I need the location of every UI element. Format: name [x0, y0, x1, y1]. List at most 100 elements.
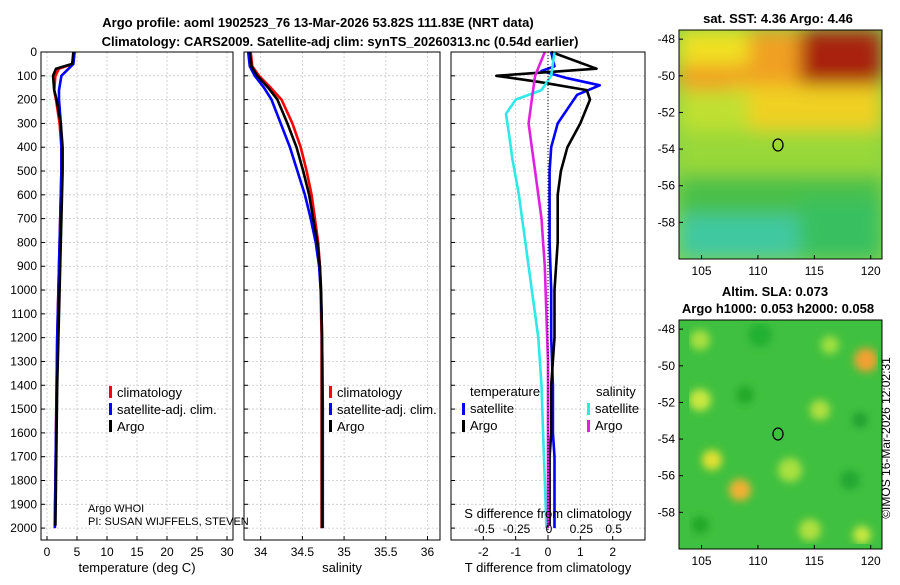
- sla-argo-marker: [772, 427, 784, 441]
- legend-swatch-s-satellite: [587, 403, 590, 415]
- legend-label-argo: Argo: [337, 419, 364, 434]
- sst-map-image: [679, 30, 882, 259]
- x-tick-label: 10: [100, 545, 114, 559]
- y-tick-label: 2000: [10, 521, 37, 535]
- map-y-tick-label: -56: [658, 179, 676, 193]
- difference-legend: temperature satellite Argo salinity sate…: [462, 384, 639, 433]
- salinity-legend: climatology satellite-adj. clim. Argo: [329, 385, 437, 434]
- y-tick-label: 500: [17, 164, 37, 178]
- y-tick-label: 1800: [10, 473, 37, 487]
- y-tick-label: 400: [17, 140, 37, 154]
- y-tick-label: 1900: [10, 497, 37, 511]
- legend-label-climatology: climatology: [117, 385, 183, 400]
- plot-frame: [40, 51, 234, 541]
- map-y-tick-label: -50: [658, 69, 676, 83]
- y-tick-label: 1100: [11, 307, 37, 321]
- sla-map-image: [679, 320, 882, 549]
- plot-frame: [243, 51, 441, 541]
- map-y-tick-label: -50: [658, 359, 676, 373]
- y-tick-label: 1400: [10, 378, 37, 392]
- map-y-tick-label: -58: [658, 505, 676, 519]
- map-y-tick-label: -56: [658, 469, 676, 483]
- x-axis-label: temperature (deg C): [78, 560, 195, 575]
- x-tick-label: -1: [510, 545, 521, 559]
- map-y-tick-label: -54: [658, 432, 676, 446]
- y-tick-label: 0: [30, 45, 37, 59]
- y-tick-label: 1300: [10, 354, 37, 368]
- y-tick-label: 200: [17, 93, 37, 107]
- salinity-panel: 34 34.5 35 35.5 36 salinity: [243, 51, 441, 575]
- x-tick-label: 25: [190, 545, 204, 559]
- legend-label-argo: Argo: [117, 419, 144, 434]
- legend-label-s-satellite: satellite: [595, 401, 639, 416]
- legend-title-salinity: salinity: [596, 384, 636, 399]
- legend-swatch-satellite: [329, 403, 332, 415]
- s-tick-label: -0.25: [503, 522, 531, 536]
- x-tick-label: 30: [220, 545, 234, 559]
- map-y-tick-label: -52: [658, 105, 676, 119]
- map-y-tick-label: -54: [658, 142, 676, 156]
- map-x-tick-label: 120: [861, 554, 881, 568]
- y-tick-label: 1500: [10, 402, 37, 416]
- x-tick-label: 0: [545, 545, 552, 559]
- y-tick-label: 1600: [10, 426, 37, 440]
- map-x-tick-label: 110: [748, 554, 767, 568]
- series-line-t-argo: [494, 50, 598, 526]
- sla-map-frame: [678, 319, 883, 550]
- x-axis-label-top: S difference from climatology: [464, 506, 632, 521]
- legend-label-climatology: climatology: [337, 385, 403, 400]
- y-tick-label: 1000: [10, 283, 37, 297]
- map-y-tick-label: -58: [658, 215, 676, 229]
- map-x-tick-label: 105: [692, 264, 712, 278]
- legend-label-t-satellite: satellite: [470, 401, 514, 416]
- y-tick-label: 300: [17, 116, 37, 130]
- map-x-tick-label: 120: [861, 264, 881, 278]
- map-x-tick-label: 115: [805, 264, 824, 278]
- map-x-tick-label: 110: [748, 264, 767, 278]
- legend-swatch-satellite: [109, 403, 112, 415]
- legend-swatch-t-argo: [462, 420, 465, 432]
- sla-map-title-2: Argo h1000: 0.053 h2000: 0.058: [682, 301, 874, 316]
- s-tick-label: 0.5: [605, 522, 622, 536]
- legend-title-temperature: temperature: [470, 384, 540, 399]
- title-line-1: Argo profile: aoml 1902523_76 13-Mar-202…: [102, 15, 533, 30]
- watermark: ©IMOS 16-Mar-2026 12:02:31: [879, 357, 893, 519]
- x-tick-label: 34: [254, 545, 268, 559]
- series-line-s-argo: [527, 51, 550, 529]
- s-tick-label: 0.25: [570, 522, 594, 536]
- s-tick-label: 0: [546, 522, 553, 536]
- sla-map-title-1: Altim. SLA: 0.073: [722, 284, 828, 299]
- map-x-tick-label: 115: [805, 554, 824, 568]
- map-y-tick-label: -48: [658, 32, 676, 46]
- argo-pi-note: PI: SUSAN WIJFFELS, STEVEN: [88, 516, 249, 528]
- sst-map-title: sat. SST: 4.36 Argo: 4.46: [703, 11, 853, 26]
- y-tick-label: 900: [17, 259, 37, 273]
- legend-swatch-argo: [329, 420, 332, 432]
- sst-map-axes: 105 110 115 120 -48 -50 -52 -54 -56 -58: [658, 32, 881, 278]
- temperature-legend: climatology satellite-adj. clim. Argo: [109, 385, 217, 434]
- map-x-tick-label: 105: [692, 554, 712, 568]
- series-line-argo: [248, 51, 324, 529]
- s-tick-label: -0.5: [474, 522, 495, 536]
- y-tick-label: 1200: [10, 331, 37, 345]
- map-y-tick-label: -48: [658, 322, 676, 336]
- x-axis-label: salinity: [322, 560, 362, 575]
- legend-label-s-argo: Argo: [595, 418, 622, 433]
- legend-label-t-argo: Argo: [470, 418, 497, 433]
- y-tick-label: 1700: [10, 450, 37, 464]
- temperature-panel: 0100200300400500600700800900100011001200…: [10, 45, 234, 575]
- x-tick-label: 2: [609, 545, 616, 559]
- legend-swatch-argo: [109, 420, 112, 432]
- legend-label-satellite: satellite-adj. clim.: [117, 402, 217, 417]
- x-tick-label: -2: [478, 545, 489, 559]
- legend-swatch-climatology: [109, 386, 112, 398]
- x-tick-label: 0: [44, 545, 51, 559]
- plot-frame: [450, 51, 646, 541]
- x-tick-label: 5: [74, 545, 81, 559]
- sst-map-frame: [678, 29, 883, 260]
- y-tick-label: 800: [17, 235, 37, 249]
- x-tick-label: 35: [337, 545, 351, 559]
- sst-argo-marker: [772, 138, 784, 152]
- legend-swatch-t-satellite: [462, 403, 465, 415]
